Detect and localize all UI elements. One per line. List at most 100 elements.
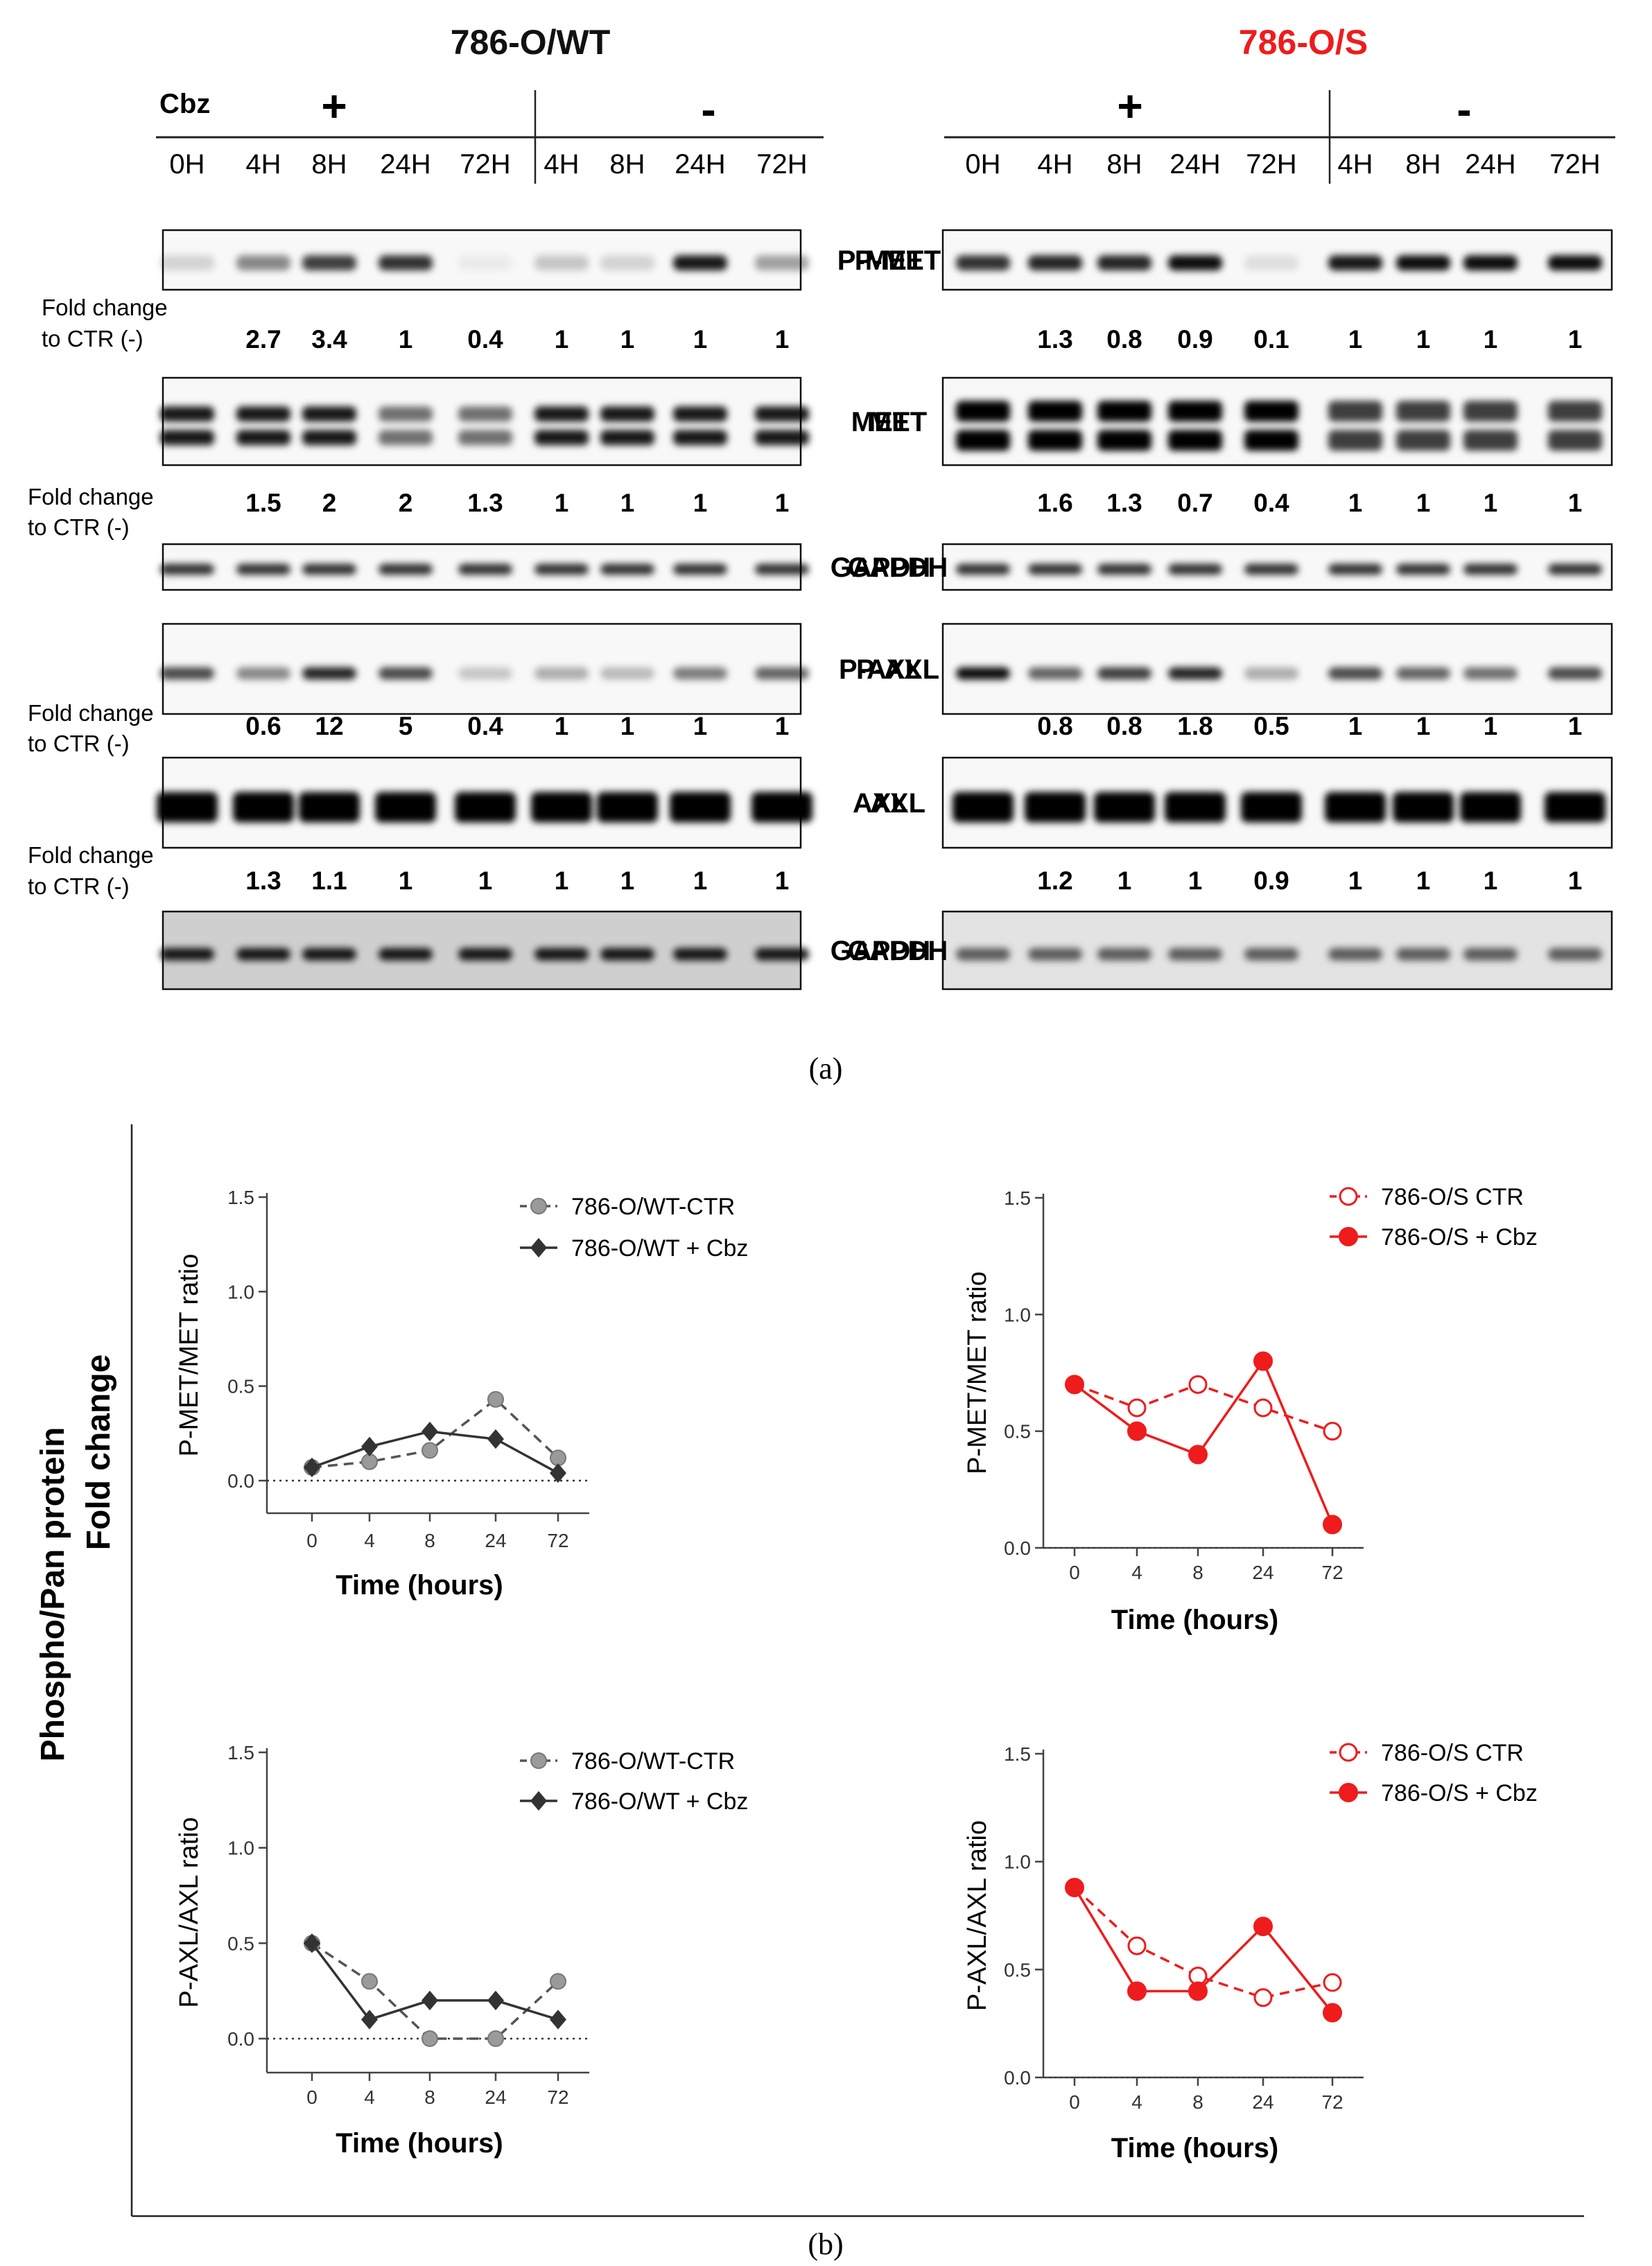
x-tick-label: 4 [364,2086,375,2108]
protein-band [458,667,512,680]
data-point-marker [1127,1936,1147,1955]
protein-band [1545,792,1606,823]
fold-change-value: 1.1 [311,866,347,895]
protein-label: AXL [870,788,925,819]
protein-band [755,564,809,575]
x-tick-label: 72 [547,1530,568,1551]
protein-band [236,406,290,422]
data-point-marker [421,1442,438,1459]
fold-change-value: 1 [1348,712,1363,740]
protein-label: GAPDH [848,552,948,583]
protein-band [956,430,1010,451]
protein-label: P-MET [855,245,941,276]
x-tick-label: 4 [1131,1562,1142,1583]
fold-change-label: Fold change [28,700,154,726]
protein-band [1463,255,1518,271]
protein-band [379,255,433,271]
protein-band [1396,430,1450,451]
data-point-marker [1323,1515,1342,1535]
protein-band [1548,401,1602,422]
protein-band [673,430,727,446]
fold-change-value: 1 [693,712,708,740]
fold-change-value: 1 [1484,866,1498,895]
y-tick-label: 0.5 [227,1933,254,1954]
x-tick-label: 72 [1321,1562,1343,1583]
fold-change-value: 0.9 [1253,866,1289,895]
data-point-marker [1323,2003,1342,2023]
fold-change-value: 1 [620,489,635,517]
protein-band [534,667,589,680]
x-tick-label: 72 [1321,2091,1343,2113]
data-point-marker [1253,1351,1273,1371]
protein-band [1028,667,1082,680]
protein-band [236,255,290,271]
data-point-marker [1323,1973,1342,1992]
data-point-marker [1339,1187,1358,1206]
cbz-plus-label: + [1117,81,1142,131]
protein-band [1548,255,1602,271]
blot-bands [160,564,809,575]
protein-band [755,667,809,680]
protein-band [1168,255,1222,271]
fold-change-value: 1 [1568,325,1583,354]
fold-change-value: 1 [1416,866,1431,895]
blot-gapdh: GAPDH [848,543,1613,591]
fold-change-label: Fold change [42,295,168,320]
fold-change-value: 1 [555,489,569,517]
protein-band [751,792,812,823]
data-point-marker [530,1237,547,1258]
protein-band [1028,401,1082,422]
protein-band [1241,792,1302,823]
fold-change-value: 3.4 [311,325,347,354]
timepoint-label: 24H [1170,149,1220,180]
data-point-marker [1253,1398,1273,1418]
protein-band [1244,667,1298,680]
fold-change-value: 1 [1348,866,1363,895]
protein-band [299,792,360,823]
fold-change-label: Fold change [28,842,154,868]
blot-bands [160,255,809,271]
protein-band [160,255,214,271]
data-point-marker [550,1973,566,1990]
protein-band [160,948,214,961]
fold-change-value: 1.3 [245,866,281,895]
protein-band [673,406,727,422]
protein-band [1548,948,1602,961]
protein-band [1025,792,1086,823]
protein-band [600,564,654,575]
blot-gapdh: GAPDH [160,543,930,591]
protein-band [1168,564,1222,575]
protein-band [1463,667,1518,680]
cbz-minus-label: - [701,85,715,134]
data-point-marker [421,1990,438,2011]
y-axis-title: P-MET/MET ratio [175,1254,204,1457]
fold-change-value: 1 [555,712,569,740]
protein-band [1165,792,1226,823]
fold-change-value: 1 [1188,866,1203,895]
data-point-marker [1188,1375,1208,1394]
protein-band [160,667,214,680]
line-chart-2: 0.0 0.5 1.0 1.5 0 4 8 24 72 Time (hours) P-MET/MET… [963,1184,1538,1635]
fold-change-value: 0.4 [1253,489,1289,517]
protein-band [534,948,589,961]
blot-axl: AXL 1.3 1.1 1 1 1 1 1 1 [157,756,908,895]
protein-label: P-AXL [856,654,939,685]
fold-change-value: 1 [478,866,493,895]
protein-band [458,255,512,271]
line-chart-3: 0.0 0.5 1.0 1.5 0 4 8 24 72 Time (hours) P-AXL/AXL… [175,1742,748,2159]
series-cbz [304,1421,566,1483]
data-point-marker [550,1463,566,1483]
fold-change-value: 1 [775,325,790,354]
timepoint-label: 4H [544,149,579,180]
timepoint-label: 72H [460,149,510,180]
x-tick-label: 24 [1252,1562,1273,1583]
x-tick-label: 4 [1131,2091,1142,2113]
fold-change-value: 1 [555,325,569,354]
protein-band [1548,667,1602,680]
x-axis-title: Time (hours) [336,1570,503,1601]
protein-band [956,401,1010,422]
fold-change-value: 1 [1416,712,1431,740]
x-axis-title: Time (hours) [336,2128,503,2159]
timepoint-label: 8H [609,149,645,180]
